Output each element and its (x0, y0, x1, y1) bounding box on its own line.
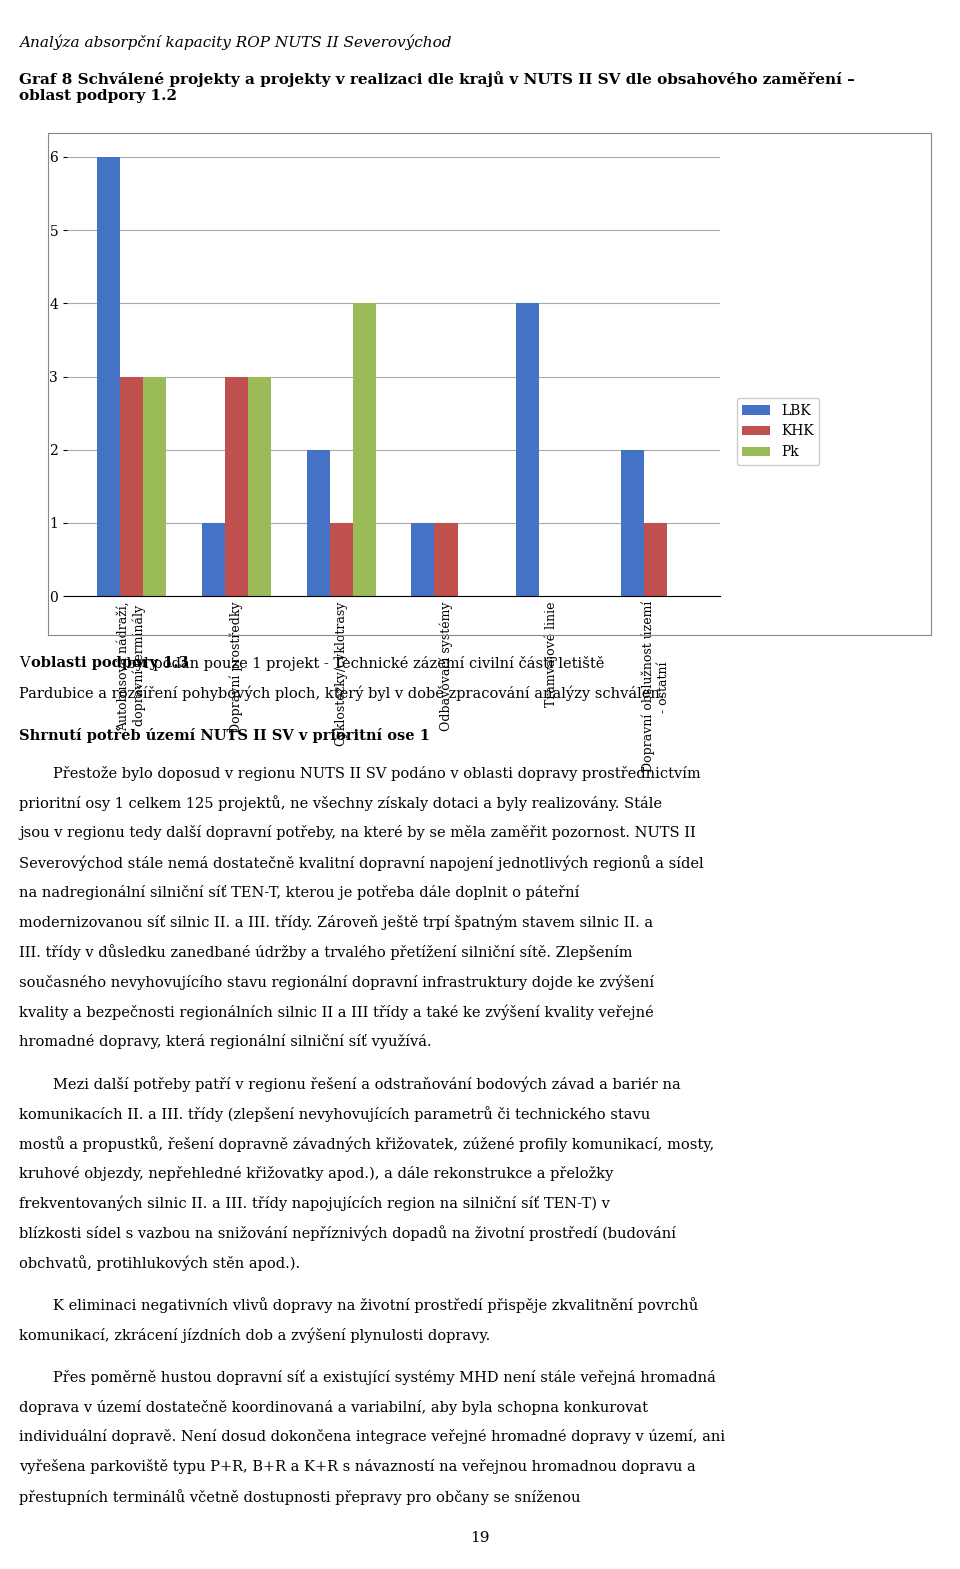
Text: prioritní osy 1 celkem 125 projektů, ne všechny získaly dotaci a byly realizován: prioritní osy 1 celkem 125 projektů, ne … (19, 795, 662, 811)
Text: Mezi další potřeby patří v regionu řešení a odstraňování bodových závad a bariér: Mezi další potřeby patří v regionu řešen… (53, 1076, 681, 1092)
Text: Shrnutí potřeb území NUTS II SV v prioritní ose 1: Shrnutí potřeb území NUTS II SV v priori… (19, 728, 430, 744)
Bar (412, 522, 435, 596)
Text: kruhové objezdy, nepřehledné křižovatky apod.), a dále rekonstrukce a přeložky: kruhové objezdy, nepřehledné křižovatky … (19, 1166, 613, 1181)
Bar (435, 522, 458, 596)
Text: vyřešena parkoviště typu P+R, B+R a K+R s návazností na veřejnou hromadnou dopra: vyřešena parkoviště typu P+R, B+R a K+R … (19, 1459, 696, 1475)
Bar (225, 377, 248, 596)
Text: oblasti podpory 1.3: oblasti podpory 1.3 (31, 656, 188, 670)
Bar (516, 303, 540, 596)
Bar (120, 377, 143, 596)
Text: blízkosti sídel s vazbou na snižování nepříznivých dopadů na životní prostředí (: blízkosti sídel s vazbou na snižování ne… (19, 1225, 676, 1241)
Text: jsou v regionu tedy další dopravní potřeby, na které by se měla zaměřit pozornos: jsou v regionu tedy další dopravní potře… (19, 825, 696, 841)
Text: komunikací, zkrácení jízdních dob a zvýšení plynulosti dopravy.: komunikací, zkrácení jízdních dob a zvýš… (19, 1327, 491, 1343)
Text: Přes poměrně hustou dopravní síť a existující systémy MHD není stále veřejná hro: Přes poměrně hustou dopravní síť a exist… (53, 1370, 715, 1385)
Bar (329, 522, 352, 596)
Text: přestupních terminálů včetně dostupnosti přepravy pro občany se sníženou: přestupních terminálů včetně dostupnosti… (19, 1489, 581, 1505)
Text: mostů a propustků, řešení dopravně závadných křižovatek, zúžené profily komunika: mostů a propustků, řešení dopravně závad… (19, 1136, 714, 1152)
Text: Přestože bylo doposud v regionu NUTS II SV podáno v oblasti dopravy prostřednict: Přestože bylo doposud v regionu NUTS II … (53, 766, 701, 781)
Text: individuální dopravě. Není dosud dokončena integrace veřejné hromadné dopravy v : individuální dopravě. Není dosud dokonče… (19, 1429, 726, 1445)
Text: Severovýchod stále nemá dostatečně kvalitní dopravní napojení jednotlivých regio: Severovýchod stále nemá dostatečně kvali… (19, 855, 704, 871)
Legend: LBK, KHK, Pk: LBK, KHK, Pk (736, 399, 819, 464)
Text: Pardubice a rozšíření pohybových ploch, který byl v době zpracování analýzy schv: Pardubice a rozšíření pohybových ploch, … (19, 686, 664, 701)
Text: obchvatů, protihlukových stěn apod.).: obchvatů, protihlukových stěn apod.). (19, 1255, 300, 1271)
Text: hromadné dopravy, která regionální silniční síť využívá.: hromadné dopravy, která regionální silni… (19, 1034, 432, 1050)
Text: frekventovaných silnic II. a III. třídy napojujících region na silniční síť TEN-: frekventovaných silnic II. a III. třídy … (19, 1196, 610, 1211)
Bar (644, 522, 667, 596)
Bar (202, 522, 225, 596)
Text: modernizovanou síť silnic II. a III. třídy. Zároveň ještě trpí špatným stavem si: modernizovanou síť silnic II. a III. tří… (19, 915, 654, 930)
Bar (352, 303, 375, 596)
Bar (143, 377, 166, 596)
Text: 19: 19 (470, 1531, 490, 1545)
Text: V: V (19, 656, 35, 670)
Text: na nadregionální silniční síť TEN-T, kterou je potřeba dále doplnit o páteřní: na nadregionální silniční síť TEN-T, kte… (19, 885, 580, 901)
Text: současného nevyhovujícího stavu regionální dopravní infrastruktury dojde ke zvýš: současného nevyhovujícího stavu regionál… (19, 974, 655, 990)
Text: III. třídy v důsledku zanedbané údržby a trvalého přetížení silniční sítě. Zlepš: III. třídy v důsledku zanedbané údržby a… (19, 945, 633, 960)
Text: K eliminaci negativních vlivů dopravy na životní prostředí přispěje zkvalitnění : K eliminaci negativních vlivů dopravy na… (53, 1298, 698, 1313)
Text: komunikacích II. a III. třídy (zlepšení nevyhovujících parametrů či technického : komunikacích II. a III. třídy (zlepšení … (19, 1106, 651, 1122)
Text: kvality a bezpečnosti regionálních silnic II a III třídy a také ke zvýšení kvali: kvality a bezpečnosti regionálních silni… (19, 1004, 654, 1020)
Bar (621, 450, 644, 596)
Text: doprava v území dostatečně koordinovaná a variabilní, aby byla schopna konkurova: doprava v území dostatečně koordinovaná … (19, 1400, 648, 1415)
Bar (248, 377, 271, 596)
Bar (97, 157, 120, 596)
Text: Analýza absorpční kapacity ROP NUTS II Severovýchod: Analýza absorpční kapacity ROP NUTS II S… (19, 35, 452, 50)
Text: byl podán pouze 1 projekt - Technické zázemí civilní části letiště: byl podán pouze 1 projekt - Technické zá… (122, 656, 604, 672)
Text: Graf 8 Schválené projekty a projekty v realizaci dle krajů v NUTS II SV dle obsa: Graf 8 Schválené projekty a projekty v r… (19, 71, 855, 102)
Bar (306, 450, 329, 596)
